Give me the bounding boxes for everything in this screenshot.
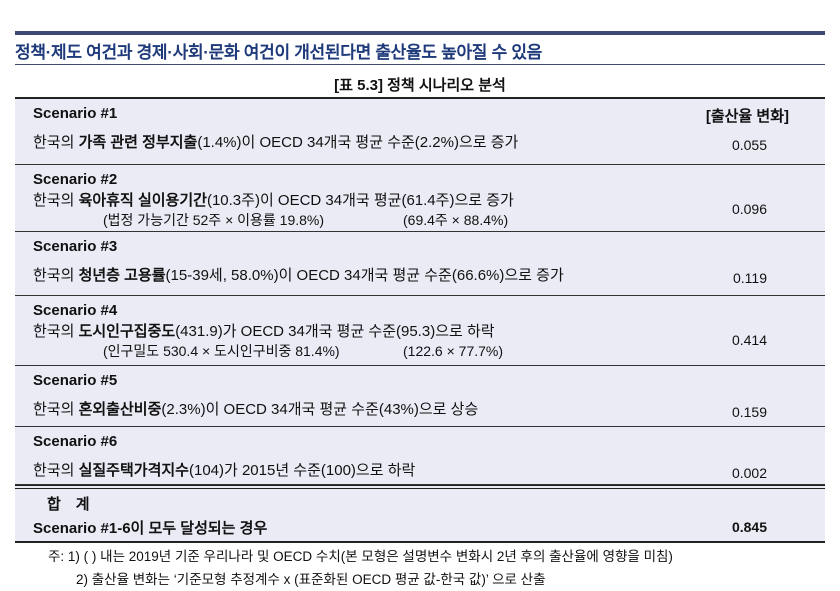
scenario-row: Scenario #2 한국의 육아휴직 실이용기간(10.3주)이 OECD 3…	[15, 165, 825, 232]
desc-key: 도시인구집중도	[78, 323, 176, 340]
scenario-sub: (법정 가능기간 52주 × 이용률 19.8%) (69.4주 × 88.4%)	[33, 211, 825, 229]
scenario-title: Scenario #5	[33, 372, 118, 389]
headline: 정책·제도 여건과 경제·사회·문화 여건이 개선된다면 출산율도 높아질 수 …	[15, 43, 543, 62]
scenario-value: 0.096	[731, 201, 767, 217]
desc-key: 혼외출산비중	[78, 401, 162, 418]
scenario-row: Scenario #6 한국의 실질주택가격지수(104)가 2015년 수준(1…	[15, 427, 825, 485]
scenario-value: 0.119	[733, 270, 767, 286]
desc-post: (2.3%)이 OECD 34개국 평균 수준(43%)으로 상승	[161, 401, 479, 418]
scenario-row: Scenario #3 한국의 청년층 고용률(15-39세, 58.0%)이 O…	[15, 232, 825, 296]
note-2: 2) 출산율 변화는 ‘기준모형 추정계수 x (표준화된 OECD 평균 값-…	[76, 572, 546, 587]
desc-pre: 한국의	[33, 134, 79, 151]
value-header: [출산율 변화]	[705, 108, 789, 125]
scenario-row: Scenario #5 한국의 혼외출산비중(2.3%)이 OECD 34개국 평…	[15, 366, 825, 427]
desc-pre: 한국의	[33, 462, 79, 479]
sub-oecd: (122.6 × 77.7%)	[403, 343, 504, 359]
desc-post: (1.4%)이 OECD 34개국 평균 수준(2.2%)으로 증가	[197, 134, 519, 151]
desc-key: 가족 관련 정부지출	[78, 134, 198, 151]
desc-post: (431.9)가 OECD 34개국 평균 수준(95.3)으로 하락	[175, 323, 495, 340]
sub-korea: (인구밀도 530.4 × 도시인구비중 81.4%)	[103, 343, 340, 359]
desc-key: 육아휴직 실이용기간	[78, 192, 207, 209]
notes: 주: 1) ( ) 내는 2019년 기준 우리나라 및 OECD 수치(본 모…	[48, 545, 673, 591]
desc-pre: 한국의	[33, 192, 79, 209]
desc-pre: 한국의	[33, 401, 79, 418]
scenario-desc: 한국의 실질주택가격지수(104)가 2015년 수준(100)으로 하락	[33, 461, 825, 481]
table-caption: [표 5.3] 정책 시나리오 분석	[334, 77, 506, 94]
desc-post: (15-39세, 58.0%)이 OECD 34개국 평균 수준(66.6%)으…	[165, 267, 564, 284]
scenario-title: Scenario #3	[33, 238, 118, 255]
headline-rule	[15, 64, 825, 65]
scenario-desc: 한국의 도시인구집중도(431.9)가 OECD 34개국 평균 수준(95.3…	[33, 322, 825, 342]
scenario-title: Scenario #6	[33, 433, 118, 450]
desc-post: (10.3주)이 OECD 34개국 평균(61.4주)으로 증가	[206, 192, 514, 209]
sub-oecd: (69.4주 × 88.4%)	[403, 212, 509, 228]
scenario-desc: 한국의 청년층 고용률(15-39세, 58.0%)이 OECD 34개국 평균…	[33, 266, 825, 286]
desc-pre: 한국의	[33, 267, 79, 284]
desc-key: 청년층 고용률	[78, 267, 166, 284]
total-title: 합 계	[47, 496, 90, 513]
scenario-row: Scenario #4 한국의 도시인구집중도(431.9)가 OECD 34개국…	[15, 296, 825, 366]
scenario-sub: (인구밀도 530.4 × 도시인구비중 81.4%) (122.6 × 77.7…	[33, 342, 825, 360]
scenario-desc: 한국의 혼외출산비중(2.3%)이 OECD 34개국 평균 수준(43%)으로…	[33, 400, 825, 420]
scenario-row: Scenario #1 [출산율 변화] 한국의 가족 관련 정부지출(1.4%)이…	[15, 99, 825, 165]
scenario-desc: 한국의 가족 관련 정부지출(1.4%)이 OECD 34개국 평균 수준(2.…	[33, 133, 825, 153]
desc-pre: 한국의	[33, 323, 79, 340]
scenario-desc: 한국의 육아휴직 실이용기간(10.3주)이 OECD 34개국 평균(61.4…	[33, 191, 825, 211]
sub-korea: (법정 가능기간 52주 × 이용률 19.8%)	[103, 212, 325, 228]
desc-key: 실질주택가격지수	[78, 462, 189, 479]
scenario-title: Scenario #1	[33, 105, 118, 122]
desc-post: (104)가 2015년 수준(100)으로 하락	[188, 462, 416, 479]
scenario-title: Scenario #4	[33, 302, 118, 319]
scenario-value: 0.002	[731, 465, 767, 481]
total-value: 0.845	[731, 519, 767, 535]
total-row: 합 계 Scenario #1-6이 모두 달성되는 경우 0.845	[15, 485, 825, 543]
scenario-value: 0.159	[731, 404, 767, 420]
scenario-table: Scenario #1 [출산율 변화] 한국의 가족 관련 정부지출(1.4%)이…	[15, 97, 825, 543]
top-rule	[15, 31, 825, 35]
note-1: 주: 1) ( ) 내는 2019년 기준 우리나라 및 OECD 수치(본 모…	[48, 549, 673, 564]
total-label: Scenario #1-6이 모두 달성되는 경우	[33, 520, 268, 537]
scenario-value: 0.055	[731, 137, 767, 153]
scenario-value: 0.414	[731, 332, 767, 348]
scenario-title: Scenario #2	[33, 171, 118, 188]
